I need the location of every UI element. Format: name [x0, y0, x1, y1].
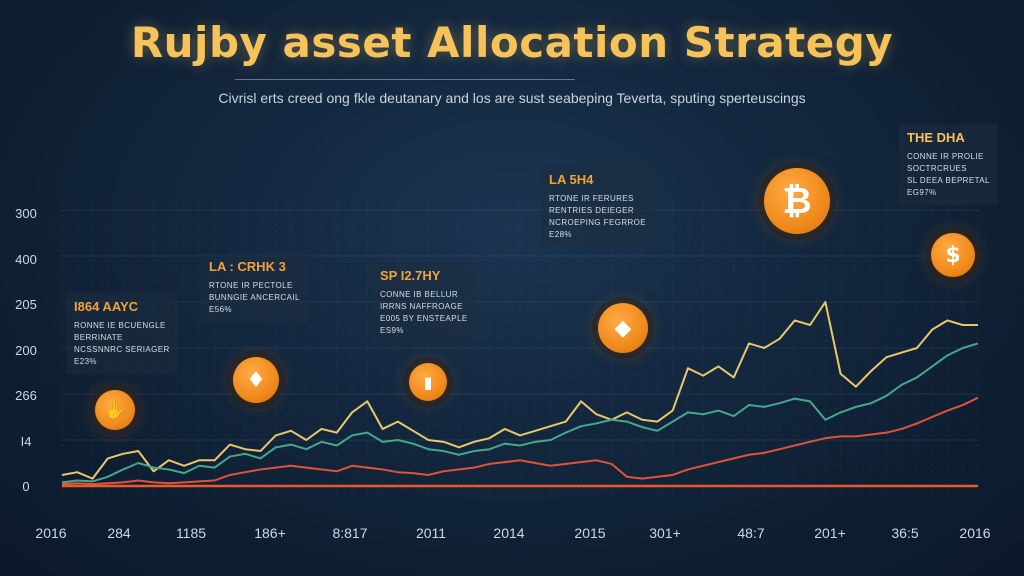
annotation-line: SL DEEA BEPRETAL [907, 176, 990, 185]
annotation-callout: SP I2.7HY CONNE IB BELLUR IRRNS NAFFROAG… [372, 262, 476, 343]
annotation-callout: LA 5H4 RTONE IR FERURES RENTRIES DEIEGER… [541, 166, 655, 247]
annotation-line: EG97% [907, 188, 937, 197]
annotation-line: BERRINATE [74, 333, 123, 342]
annotation-heading: LA : CRHK 3 [209, 259, 286, 274]
annotation-line: E56% [209, 305, 232, 314]
dollar-coin-icon: $ [931, 233, 975, 277]
annotation-line: RENTRIES DEIEGER [549, 206, 635, 215]
x-tick-label: 1185 [175, 525, 207, 541]
annotation-heading: SP I2.7HY [380, 268, 441, 283]
annotation-line: CONNE IB BELLUR [380, 290, 459, 299]
annotation-line: SOCTRCRUES [907, 164, 968, 173]
x-tick-label: 2016 [35, 525, 67, 541]
x-tick-label: 301+ [649, 525, 681, 541]
chart-title: Rujby asset Allocation Strategy [130, 18, 894, 67]
x-tick-label: 186+ [254, 525, 286, 541]
annotation-callout: I864 AAYC RONNE IE BCUENGLE BERRINATE NC… [66, 293, 178, 374]
x-tick-label: 2014 [493, 525, 525, 541]
y-tick-label: 0 [22, 479, 30, 494]
y-tick-label: 205 [15, 297, 37, 312]
annotation-line: RTONE IR FERURES [549, 194, 634, 203]
chart-coin-icon: ▮ [409, 363, 447, 401]
series-line-0 [61, 301, 978, 480]
annotation-heading: THE DHA [907, 130, 965, 145]
annotation-line: NCROEPING FEGRROE [549, 218, 647, 227]
annotation-heading: I864 AAYC [74, 299, 139, 314]
annotation-callout: LA : CRHK 3 RTONE IR PECTOLE BUNNGIE ANC… [201, 253, 308, 322]
series-lines [61, 301, 979, 488]
y-tick-label: 300 [15, 206, 37, 221]
x-tick-label: 284 [107, 525, 131, 541]
annotation-line: E005 BY ENSTEAPLE [380, 314, 468, 323]
annotation-line: E28% [549, 230, 572, 239]
annotation-line: E23% [74, 357, 97, 366]
x-tick-label: 201+ [814, 525, 846, 541]
x-tick-label: 48:7 [737, 525, 765, 541]
annotation-callout: THE DHA CONNE IR PROLIE SOCTRCRUES SL DE… [899, 124, 998, 205]
handshake-coin-icon: ✋ [95, 390, 135, 430]
annotation-line: IRRNS NAFFROAGE [380, 302, 463, 311]
x-tick-label: 2016 [959, 525, 991, 541]
diamond-coin-icon: ♦ [233, 357, 279, 403]
y-tick-label: 200 [15, 343, 37, 358]
y-tick-label: 266 [15, 388, 37, 403]
title-divider [235, 79, 575, 80]
x-tick-label: 2015 [574, 525, 606, 541]
x-tick-label: 8:817 [332, 525, 368, 541]
ethereum-coin-icon: ◆ [598, 303, 648, 353]
grid-lines [61, 200, 979, 500]
x-tick-label: 36:5 [891, 525, 919, 541]
x-tick-label: 2011 [415, 525, 447, 541]
annotation-line: BUNNGIE ANCERCAIL [209, 293, 300, 302]
series-line-2 [61, 396, 979, 486]
chart-subtitle: Civrisl erts creed ong fkle deutanary an… [218, 90, 806, 106]
y-tick-label: 400 [15, 252, 37, 267]
annotation-line: NCSSNNRC SERIAGER [74, 345, 170, 354]
annotation-line: RTONE IR PECTOLE [209, 281, 293, 290]
annotation-line: ES9% [380, 326, 404, 335]
annotation-line: CONNE IR PROLIE [907, 152, 984, 161]
series-line-1 [61, 342, 979, 484]
annotation-line: RONNE IE BCUENGLE [74, 321, 166, 330]
bitcoin-coin-icon: ₿ [764, 168, 830, 234]
annotation-heading: LA 5H4 [549, 172, 594, 187]
y-tick-label: I4 [20, 434, 32, 449]
